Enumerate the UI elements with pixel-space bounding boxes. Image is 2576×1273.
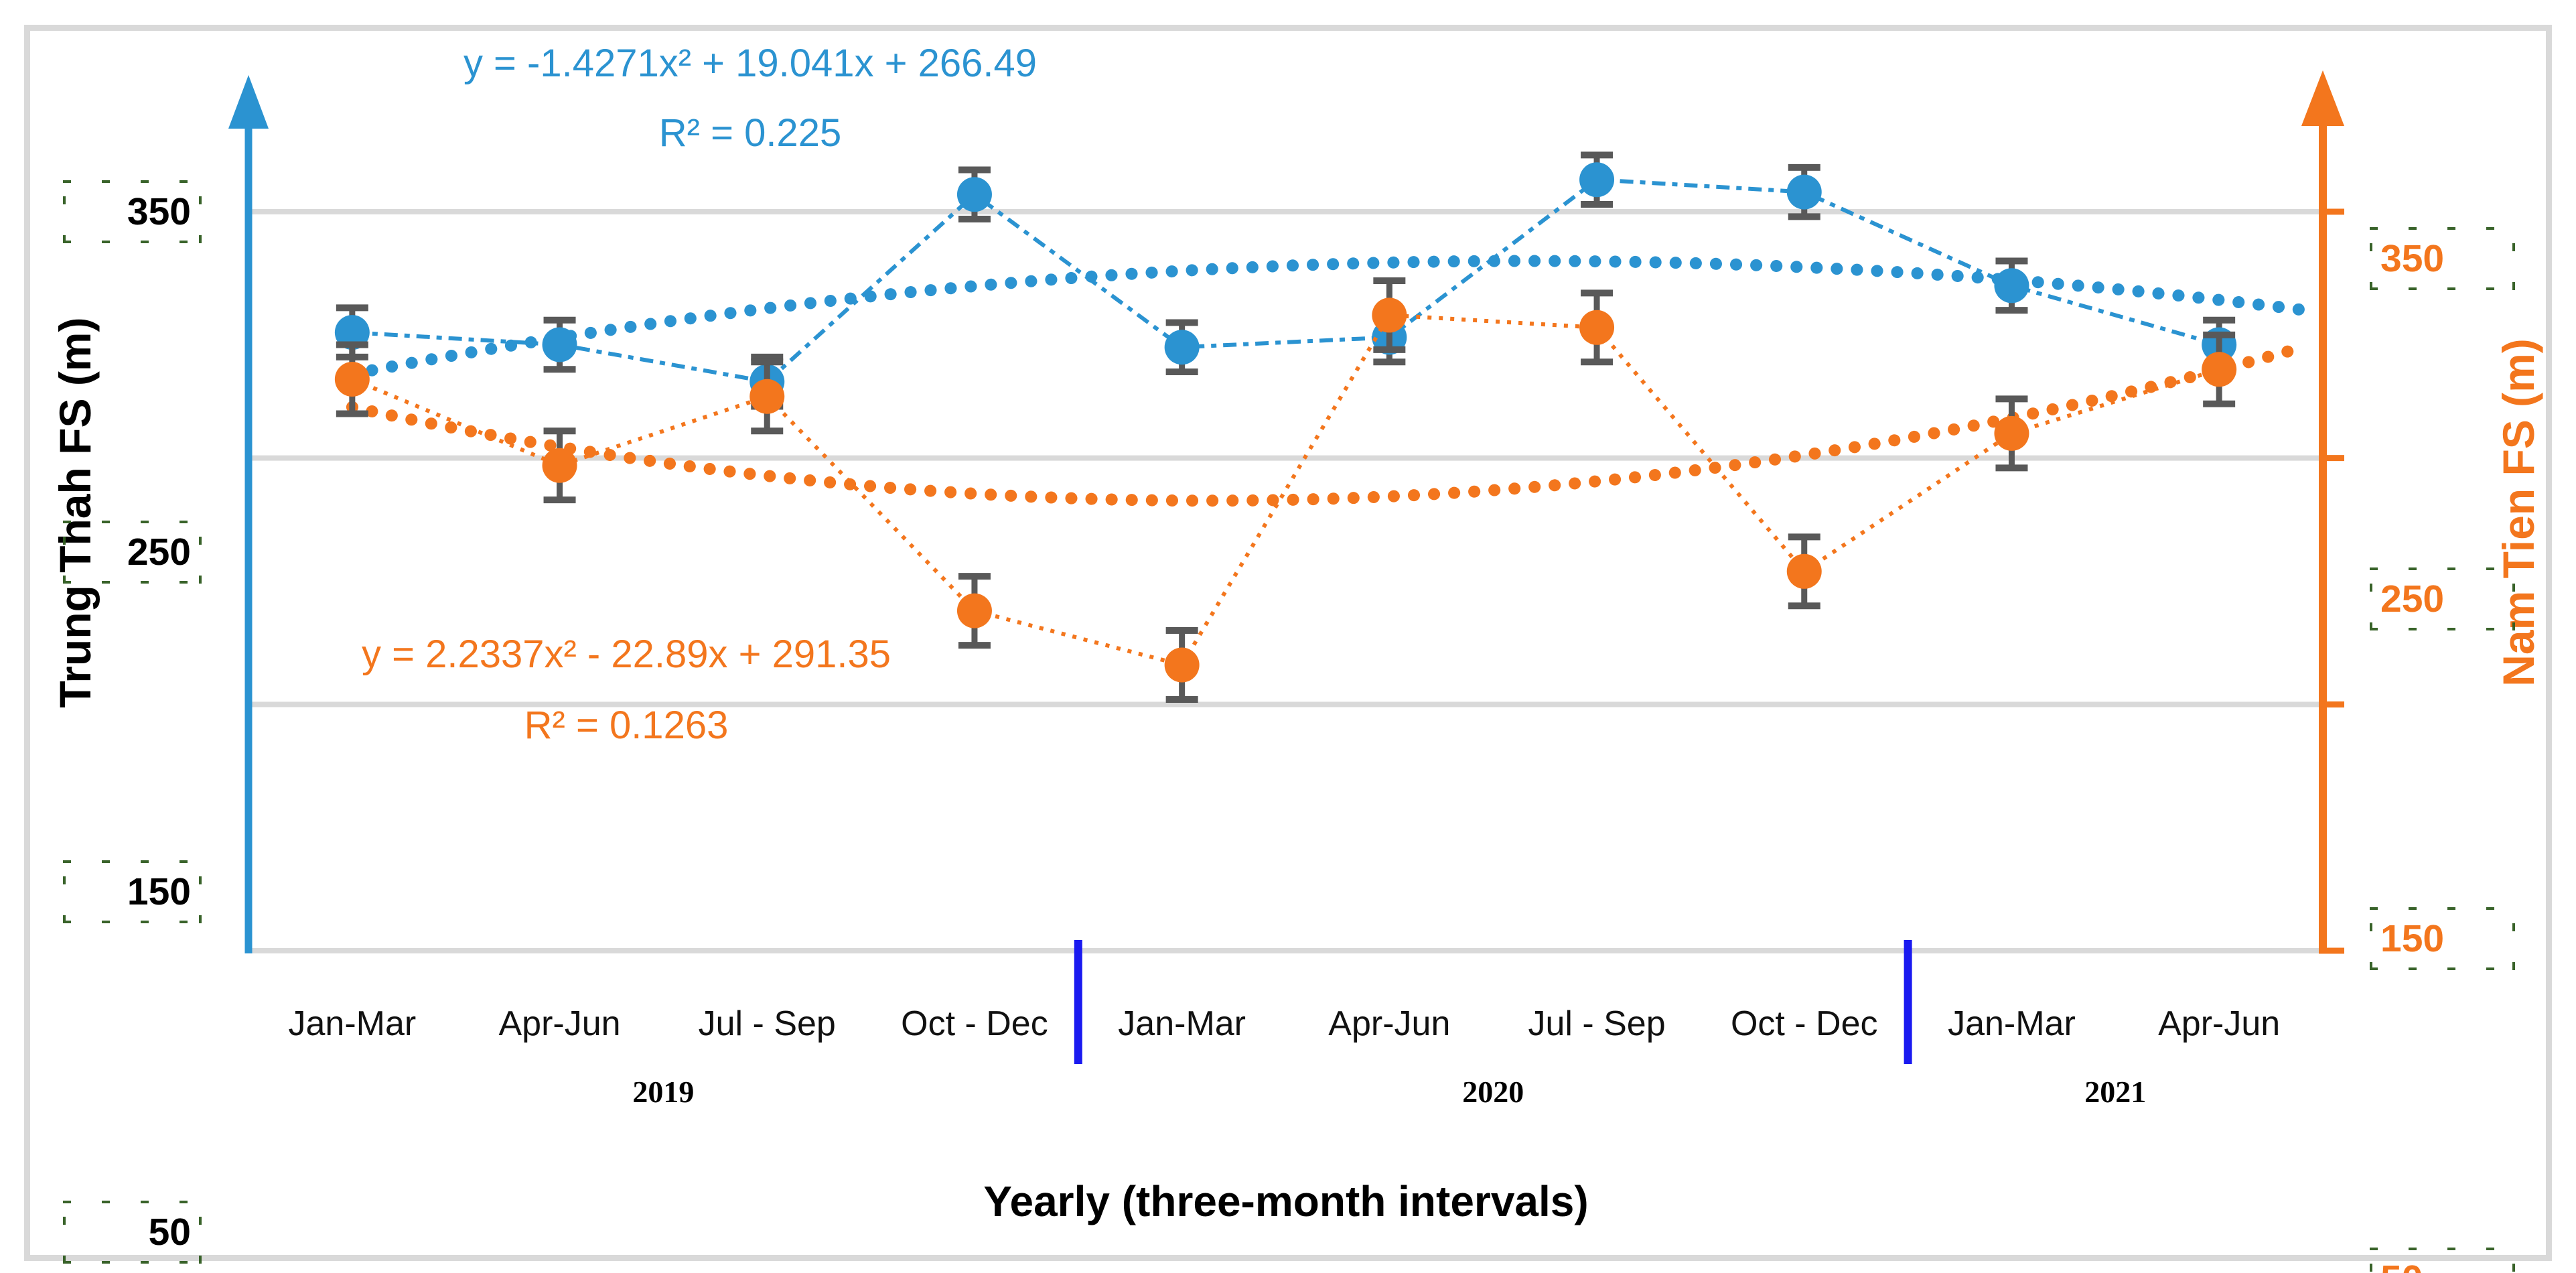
data-point-marker-0 [334,315,370,350]
data-point-marker-1 [1164,647,1200,683]
data-point-marker-0 [542,327,577,362]
trendline-1 [346,341,2308,507]
tick-label-left: 50 [63,1201,202,1264]
tick-label-right: 250 [2370,567,2515,630]
year-label: 2019 [632,1075,695,1109]
tick-label-left: 350 [63,180,202,243]
category-label: Jan-Mar [288,1004,417,1043]
category-label: Jul - Sep [698,1004,836,1043]
category-label: Oct - Dec [1730,1004,1878,1043]
category-label: Apr-Jun [1328,1004,1451,1043]
tick-label-left: 250 [63,520,202,584]
y-axis-left-arrowhead [228,75,269,129]
x-axis-title: Yearly (three-month intervals) [983,1177,1589,1225]
tick-label-right: 350 [2370,227,2515,290]
category-label: Apr-Jun [498,1004,621,1043]
tick-label-right: 150 [2370,907,2515,971]
data-point-marker-1 [334,362,370,397]
data-point-marker-1 [1579,310,1615,345]
category-label: Jul - Sep [1528,1004,1666,1043]
tick-label-right: 50 [2370,1248,2515,1273]
category-label: Oct - Dec [901,1004,1048,1043]
chart-frame [24,25,2552,1261]
series-line-0 [352,178,2220,384]
data-point-marker-1 [1372,297,1407,333]
trendline-equation-trung: y = -1.4271x² + 19.041x + 266.49 [463,42,1037,85]
data-point-marker-1 [2202,352,2237,387]
category-label: Apr-Jun [2158,1004,2281,1043]
y-axis-right-arrowhead [2301,70,2344,126]
y-axis-title-right: Nam Tien FS (m) [2494,338,2543,687]
data-point-marker-1 [749,379,785,414]
year-label: 2021 [2084,1075,2147,1109]
data-point-marker-0 [1579,162,1615,198]
data-point-marker-0 [1994,268,2029,304]
data-point-marker-0 [1786,174,1822,210]
y-axis-title-left: Trung Thah FS (m) [50,317,100,708]
data-point-marker-1 [542,448,577,483]
tick-label-left: 150 [63,860,202,924]
r-squared-namtien: R² = 0.1263 [524,704,729,747]
year-label: 2020 [1462,1075,1524,1109]
r-squared-trung: R² = 0.225 [658,111,842,155]
data-point-marker-1 [1994,415,2029,451]
data-point-marker-1 [956,593,992,628]
category-label: Jan-Mar [1948,1004,2076,1043]
data-point-marker-0 [1164,330,1200,365]
trendline-0 [346,255,2308,381]
data-point-marker-0 [956,177,992,212]
category-label: Jan-Mar [1118,1004,1246,1043]
data-point-marker-1 [1786,553,1822,589]
trendline-equation-namtien: y = 2.2337x² - 22.89x + 291.35 [362,632,891,676]
series-line-1 [351,313,2220,667]
